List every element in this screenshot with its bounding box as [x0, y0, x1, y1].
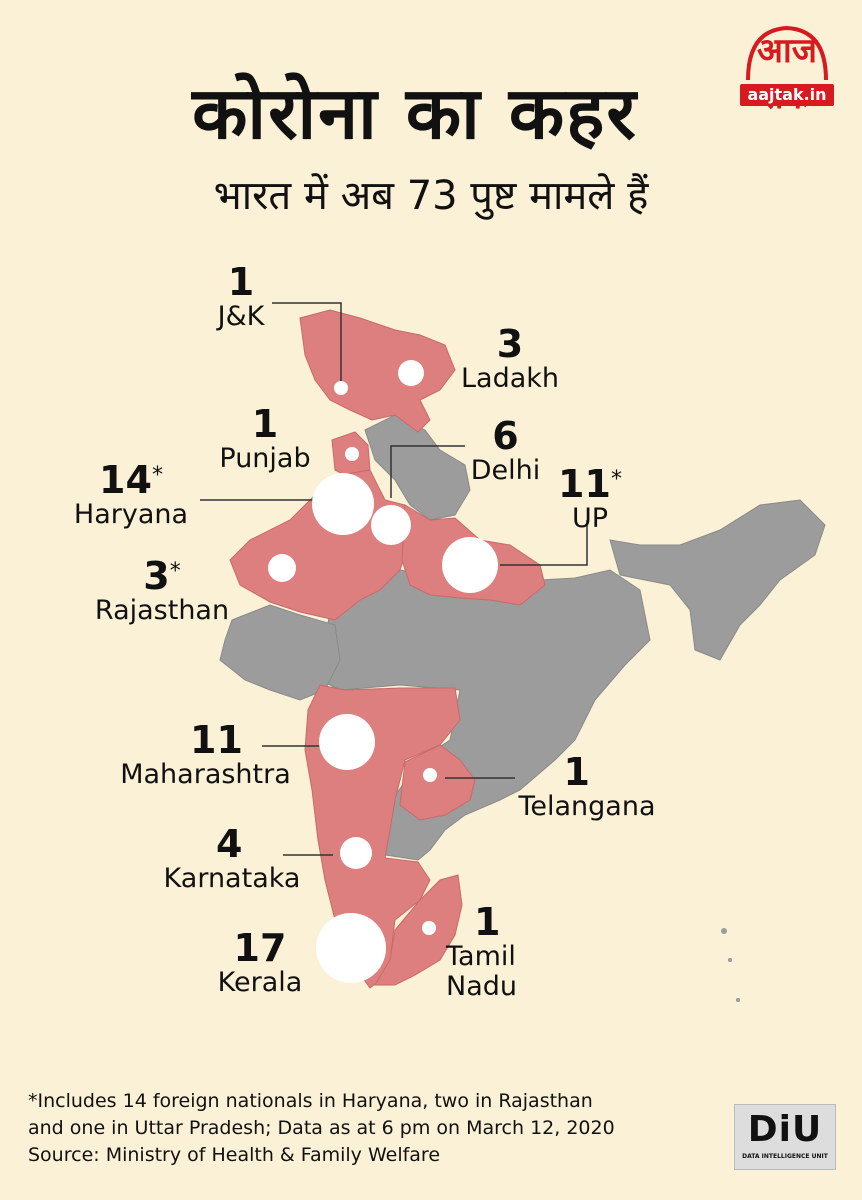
bubble-karnataka — [340, 837, 372, 869]
bubble-up — [442, 537, 498, 593]
name-maharashtra: Maharashtra — [120, 759, 291, 790]
count-rajasthan: 3 — [143, 554, 170, 598]
count-karnataka: 4 — [216, 822, 243, 866]
bubble-telangana — [423, 768, 437, 782]
count-ladakh: 3 — [496, 322, 524, 366]
name-punjab: Punjab — [219, 443, 311, 474]
label-up: 11* UP — [555, 464, 625, 534]
bubble-punjab — [345, 447, 359, 461]
name-rajasthan: Rajasthan — [94, 595, 230, 626]
count-kerala: 17 — [233, 926, 287, 970]
diu-logo-subtext: DATA INTELLIGENCE UNIT — [742, 1153, 828, 1160]
page-title: कोरोना का कहर — [192, 71, 638, 155]
bubble-kerala — [316, 913, 386, 983]
bubble-haryana — [312, 473, 374, 535]
name-haryana: Haryana — [73, 499, 189, 530]
asterisk-haryana: * — [151, 463, 163, 488]
bubble-ladakh — [398, 360, 424, 386]
footnote-line-2: and one in Uttar Pradesh; Data as at 6 p… — [28, 1117, 615, 1139]
leader-lines — [200, 302, 588, 856]
footnote: *Includes 14 foreign nationals in Haryan… — [28, 1088, 708, 1169]
page-subtitle: भारत में अब 73 पुष्ट मामले हैं — [213, 173, 649, 219]
label-rajasthan: 3* Rajasthan — [82, 556, 242, 626]
diu-logo-text: DiU — [747, 1109, 823, 1150]
label-kerala: 17 Kerala — [210, 928, 310, 998]
label-telangana: 1 Telangana — [512, 752, 662, 822]
count-telangana: 1 — [563, 750, 590, 794]
label-tamilnadu: 1 Tamil Nadu — [446, 902, 556, 1002]
label-delhi: 6 Delhi — [458, 416, 553, 486]
label-ladakh: 3 Ladakh — [455, 324, 565, 394]
diu-logo: DiU DATA INTELLIGENCE UNIT — [734, 1104, 836, 1170]
label-karnataka: 4 Karnataka — [152, 824, 312, 894]
count-haryana: 14 — [99, 458, 152, 502]
count-delhi: 6 — [492, 414, 519, 458]
islands — [721, 928, 740, 1002]
count-tamilnadu: 1 — [474, 900, 501, 944]
label-punjab: 1 Punjab — [210, 404, 320, 474]
bubble-jk — [334, 381, 348, 395]
aajtak-logo: आज तक aajtak.in — [738, 20, 836, 117]
label-maharashtra: 11 Maharashtra — [108, 720, 303, 790]
bubble-delhi — [371, 505, 411, 545]
label-jk: 1 J&K — [218, 260, 265, 332]
bubble-rajasthan — [268, 554, 296, 582]
asterisk-up: * — [610, 467, 622, 492]
footnote-line-1: *Includes 14 foreign nationals in Haryan… — [28, 1090, 593, 1112]
name-telangana: Telangana — [518, 791, 656, 822]
name-delhi: Delhi — [470, 455, 541, 486]
name-jk: J&K — [217, 301, 265, 332]
label-haryana: 14* Haryana — [66, 460, 196, 530]
count-maharashtra: 11 — [190, 718, 243, 762]
name-up: UP — [571, 503, 609, 534]
bubble-tamilnadu — [422, 921, 436, 935]
bubble-maharashtra — [319, 714, 375, 770]
count-punjab: 1 — [251, 402, 279, 446]
footnote-source: Source: Ministry of Health & Family Welf… — [28, 1144, 441, 1166]
name-karnataka: Karnataka — [163, 863, 301, 894]
case-bubbles — [268, 360, 498, 983]
asterisk-rajasthan: * — [169, 559, 181, 584]
name-ladakh: Ladakh — [460, 363, 560, 394]
logo-shape-icon — [746, 25, 828, 81]
name-kerala: Kerala — [217, 967, 303, 998]
count-jk: 1 — [227, 260, 255, 304]
name-tamilnadu: Tamil Nadu — [446, 941, 517, 1002]
count-up: 11 — [558, 462, 611, 506]
logo-url: aajtak.in — [740, 84, 834, 106]
